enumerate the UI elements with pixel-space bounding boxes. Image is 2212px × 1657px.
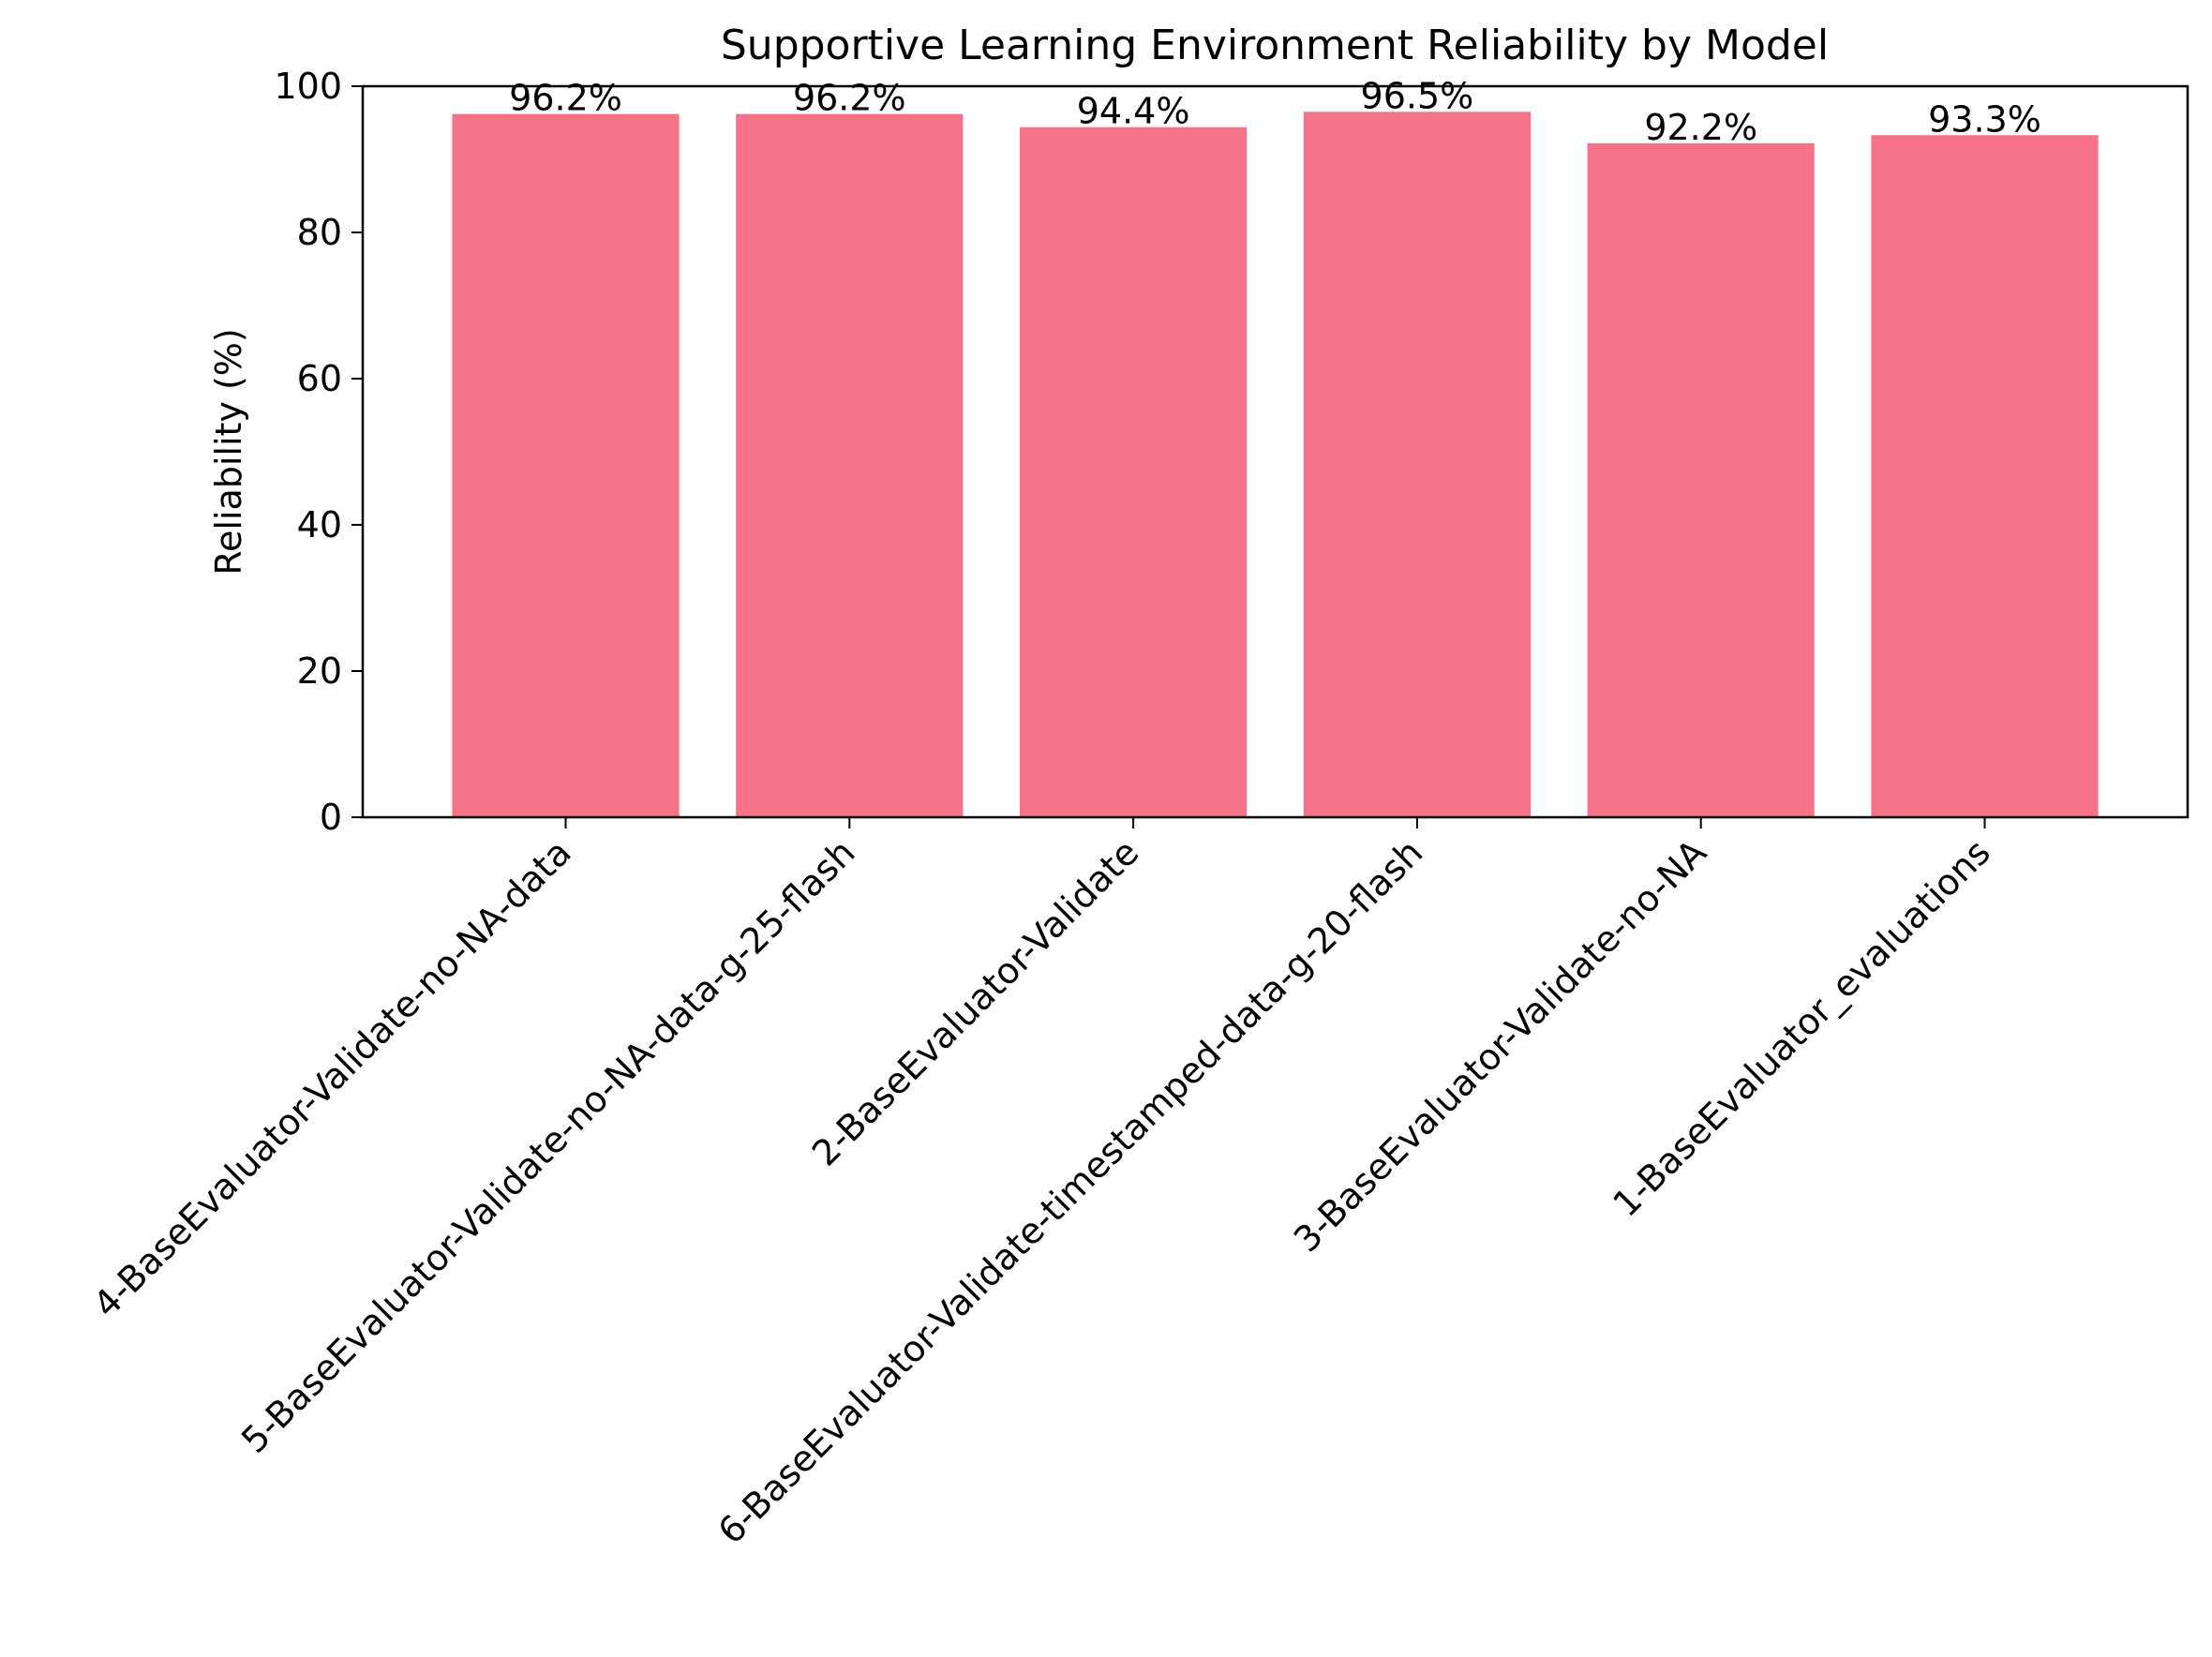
bar	[1587, 142, 1815, 818]
bar-value-label: 96.2%	[509, 78, 622, 119]
bar-value-label: 96.5%	[1361, 75, 1474, 116]
bar	[1019, 127, 1248, 817]
y-tick-label: 0	[320, 797, 342, 838]
bar-value-label: 96.2%	[793, 78, 906, 119]
bar-value-label: 93.3%	[1928, 98, 2041, 140]
y-tick-label: 40	[297, 504, 342, 545]
y-axis-label: Reliability (%)	[208, 328, 249, 575]
bar-value-label: 92.2%	[1644, 107, 1757, 148]
y-tick-label: 60	[297, 358, 342, 399]
plot-frame	[361, 84, 2190, 819]
bars-group	[452, 112, 2099, 818]
y-axis: 0 20 40 60 80 100	[274, 66, 363, 838]
x-tick-label: 4-BaseEvaluator-Validate-no-NA-data	[85, 831, 579, 1325]
bar	[1871, 135, 2099, 817]
bar	[452, 113, 680, 817]
y-tick-label: 80	[297, 212, 342, 253]
bar-value-label: 94.4%	[1077, 91, 1190, 132]
y-tick-label: 20	[297, 650, 342, 692]
x-tick-label: 2-BaseEvaluator-Validate	[804, 831, 1146, 1173]
x-axis: 4-BaseEvaluator-Validate-no-NA-data5-Bas…	[85, 817, 1998, 1552]
bar	[736, 113, 964, 817]
y-tick-label: 100	[274, 66, 342, 107]
bar	[1303, 112, 1532, 818]
x-tick-label: 5-BaseEvaluator-Validate-no-NA-data-g-25…	[233, 831, 863, 1461]
chart-title: Supportive Learning Environment Reliabil…	[721, 22, 1829, 69]
value-labels-group: 96.2% 96.2% 94.4% 96.5% 92.2% 93.3%	[509, 75, 2041, 148]
x-tick-label: 6-BaseEvaluator-Validate-timestamped-dat…	[710, 831, 1431, 1552]
